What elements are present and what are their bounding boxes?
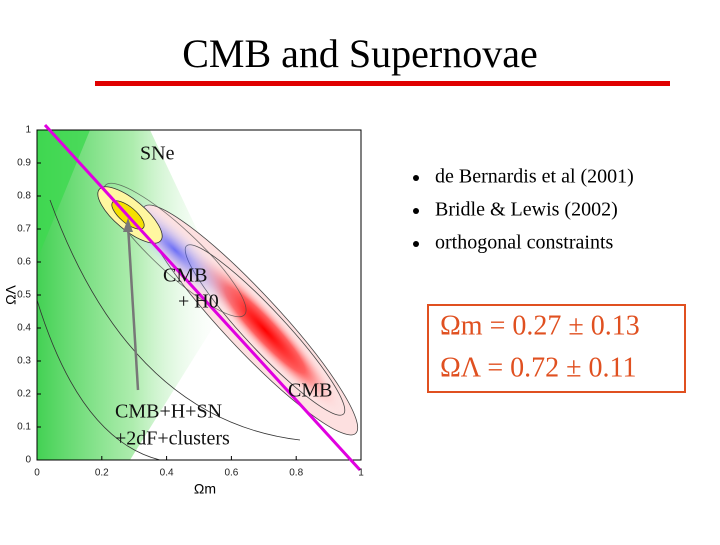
bullet-list: de Bernardis et al (2001) Bridle & Lewis … xyxy=(413,166,634,254)
x-tick-label: 0.2 xyxy=(95,468,109,479)
annotation: CMB xyxy=(163,265,207,287)
x-tick-label: 0.8 xyxy=(289,468,303,479)
arrow xyxy=(126,224,140,391)
annotation: CMB xyxy=(288,380,332,402)
y-tick-label: 0.5 xyxy=(17,290,31,301)
bullet-dot xyxy=(413,241,419,247)
arrow-head xyxy=(123,218,133,232)
annotation: CMB+H+SN xyxy=(115,401,222,423)
y-tick-label: 0.2 xyxy=(17,389,31,400)
sne-band xyxy=(37,130,90,260)
slide-title: CMB and Supernovae xyxy=(182,31,538,76)
x-tick-label: 1 xyxy=(358,468,364,479)
y-tick-label: 0.9 xyxy=(17,158,31,169)
contour-line xyxy=(49,199,301,441)
y-tick-label: 0.3 xyxy=(17,356,31,367)
bullet-dot xyxy=(413,208,419,214)
x-axis-label: Ωm xyxy=(194,481,216,497)
annotation: + H0 xyxy=(178,291,219,313)
y-tick-label: 0.8 xyxy=(17,191,31,202)
x-tick-label: 0.6 xyxy=(224,468,238,479)
y-tick-label: 0.7 xyxy=(17,224,31,235)
y-tick-label: 0.6 xyxy=(17,257,31,268)
x-tick-label: 0.4 xyxy=(160,468,174,479)
y-tick-label: 0 xyxy=(25,455,31,466)
bullet-text: Bridle & Lewis (2002) xyxy=(435,199,618,221)
contour-line xyxy=(37,299,161,460)
bullet-dot xyxy=(413,175,419,181)
result: ΩΛ = 0.72 ± 0.11 xyxy=(440,352,637,383)
bullet-text: orthogonal constraints xyxy=(435,232,614,254)
y-tick-label: 1 xyxy=(25,125,31,136)
bullet-text: de Bernardis et al (2001) xyxy=(435,166,634,188)
y-tick-label: 0.1 xyxy=(17,422,31,433)
title-rule xyxy=(95,81,670,86)
results-box xyxy=(427,304,686,393)
result: Ωm = 0.27 ± 0.13 xyxy=(440,310,640,341)
y-axis-label: ΩΛ xyxy=(3,284,19,304)
annotation: +2dF+clusters xyxy=(115,428,230,450)
flat-universe-line xyxy=(43,123,362,472)
annotation: SNe xyxy=(140,143,175,165)
y-tick-label: 0.4 xyxy=(17,323,31,334)
x-tick-label: 0 xyxy=(34,468,40,479)
sne-band xyxy=(37,130,230,460)
